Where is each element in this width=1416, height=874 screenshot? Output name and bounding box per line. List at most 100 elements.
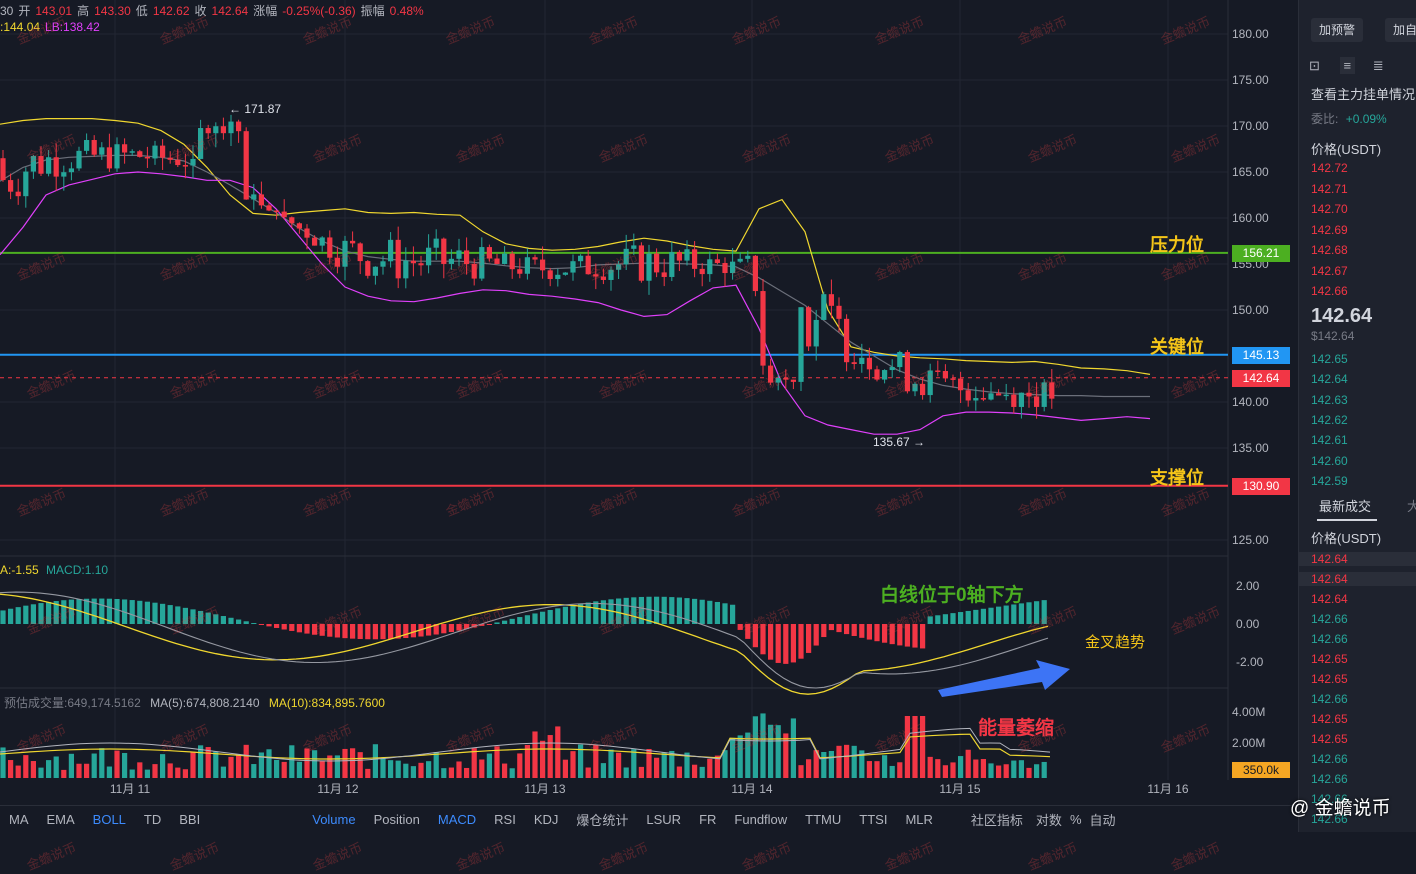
- candle-body: [258, 194, 264, 206]
- level-name: 支撑位: [1150, 467, 1204, 488]
- candle-body: [859, 357, 865, 364]
- macd-histogram-bar: [236, 619, 242, 624]
- macd-histogram-bar: [942, 614, 948, 624]
- macd-histogram-bar: [600, 600, 606, 624]
- indicator-tab-mlr[interactable]: MLR: [905, 812, 933, 827]
- candle-body: [570, 261, 576, 273]
- volume-bar: [220, 766, 226, 778]
- macd-histogram-bar: [251, 623, 257, 625]
- candle-body: [327, 237, 333, 258]
- volume-current-badge: 350.0k: [1232, 762, 1290, 778]
- tab-latest-trades[interactable]: 最新成交: [1319, 499, 1372, 514]
- scale-option[interactable]: %: [1069, 812, 1082, 827]
- macd-histogram-bar: [593, 601, 599, 624]
- indicator-tab-ttsi[interactable]: TTSI: [859, 812, 888, 827]
- candle-body: [410, 260, 416, 264]
- candle-body: [160, 145, 166, 158]
- volume-bar: [38, 767, 44, 778]
- scale-option[interactable]: 对数: [1035, 813, 1062, 828]
- macd-histogram-bar: [790, 624, 796, 663]
- ohlc-item: 振幅: [360, 4, 385, 18]
- trade-price: 142.65: [1311, 672, 1348, 686]
- tab-large-trades[interactable]: 大: [1407, 496, 1416, 515]
- brand-watermark: @ 金蟾说币: [1290, 798, 1391, 819]
- candle-body: [274, 210, 280, 213]
- volume-bar: [99, 748, 105, 778]
- candle-body: [616, 264, 622, 270]
- macd-histogram-bar: [38, 603, 44, 624]
- volume-bar: [372, 744, 378, 778]
- book-both-icon[interactable]: ⊡: [1309, 58, 1320, 73]
- ask-price: 142.68: [1311, 243, 1348, 257]
- macd-histogram-bar: [365, 624, 371, 640]
- volume-bar: [91, 753, 97, 778]
- indicator-tab-lsur[interactable]: LSUR: [646, 812, 682, 827]
- indicator-tab-ttmu[interactable]: TTMU: [805, 812, 842, 827]
- indicator-tab-volume[interactable]: Volume: [312, 812, 356, 827]
- scale-option[interactable]: 自动: [1089, 813, 1116, 828]
- indicator-tab-爆仓统计[interactable]: 爆仓统计: [576, 813, 629, 828]
- volume-bar: [752, 716, 758, 778]
- volume-bar: [228, 756, 234, 778]
- indicator-tab-kdj[interactable]: KDJ: [533, 812, 559, 827]
- add-watchlist-button[interactable]: 加自: [1385, 18, 1416, 42]
- volume-tick-label: 4.00M: [1232, 705, 1265, 719]
- level-badge: 145.13: [1232, 346, 1290, 364]
- orderbook-title[interactable]: 查看主力挂单情况: [1311, 87, 1416, 102]
- ask-price: 142.67: [1311, 263, 1348, 278]
- candle-body: [494, 258, 500, 264]
- volume-bar: [631, 749, 637, 778]
- price-chart[interactable]: 180.00175.00170.00165.00160.00155.00150.…: [0, 0, 1298, 805]
- candle-body: [775, 377, 781, 383]
- macd-histogram-bar: [775, 624, 781, 663]
- volume-bar: [395, 760, 401, 778]
- candle-body: [562, 272, 568, 275]
- macd-histogram-bar: [0, 610, 6, 624]
- volume-bar: [198, 745, 204, 778]
- macd-histogram-bar: [160, 603, 166, 624]
- chart-area[interactable]: 180.00 175.00 170.00 165.00 160.00 155.00 150.…: [0, 0, 1298, 873]
- macd-header: A:-1.55 MACD:1.10: [0, 563, 108, 577]
- book-sell-icon[interactable]: ≣: [1372, 58, 1384, 73]
- indicator-tab-rsi[interactable]: RSI: [494, 812, 516, 827]
- volume-bar: [988, 763, 994, 778]
- indicator-tab-ema[interactable]: EMA: [46, 812, 75, 827]
- volume-bar: [737, 735, 743, 778]
- add-alert-button[interactable]: 加预警: [1311, 18, 1364, 42]
- volume-note: 能量萎缩: [978, 718, 1055, 739]
- book-buy-icon[interactable]: ≡: [1339, 57, 1356, 74]
- candle-body: [920, 383, 926, 396]
- indicator-tab-td[interactable]: TD: [143, 812, 162, 827]
- volume-bar: [806, 759, 812, 778]
- volume-bar: [958, 756, 964, 778]
- candle-body: [593, 274, 599, 277]
- candle-body: [53, 157, 59, 177]
- macd-dif: A:-1.55: [0, 563, 39, 577]
- volume-bar: [1011, 760, 1017, 778]
- macd-histogram-bar: [289, 624, 295, 631]
- macd-histogram-bar: [707, 600, 713, 624]
- community-indicators[interactable]: 社区指标: [970, 813, 1023, 828]
- volume-bar: [274, 759, 280, 778]
- indicator-tab-fundflow[interactable]: Fundflow: [734, 812, 788, 827]
- volume-bar: [920, 716, 926, 778]
- macd-histogram-bar: [46, 601, 52, 624]
- volume-bar: [692, 764, 698, 778]
- candle-body: [844, 318, 850, 363]
- indicator-tab-fr[interactable]: FR: [699, 812, 717, 827]
- volume-bar: [68, 753, 74, 778]
- indicator-tab-macd[interactable]: MACD: [437, 812, 477, 827]
- trade-price: 142.66: [1311, 772, 1348, 786]
- volume-bar: [441, 768, 447, 778]
- indicator-tab-boll[interactable]: BOLL: [92, 812, 126, 827]
- macd-histogram-bar: [464, 624, 470, 630]
- volume-bar: [243, 744, 249, 778]
- indicator-tab-bbi[interactable]: BBI: [179, 812, 201, 827]
- volume-bar: [973, 759, 979, 778]
- macd-histogram-bar: [502, 620, 508, 624]
- indicator-tab-ma[interactable]: MA: [9, 812, 29, 827]
- volume-bar: [486, 753, 492, 778]
- candle-body: [1018, 392, 1024, 407]
- volume-bar: [760, 713, 766, 778]
- indicator-tab-position[interactable]: Position: [373, 812, 420, 827]
